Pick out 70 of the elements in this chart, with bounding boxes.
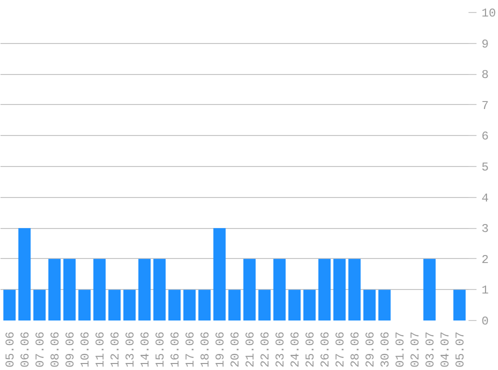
bar xyxy=(258,290,271,320)
x-tick-label: 29.06 xyxy=(364,331,378,368)
y-tick-label: 5 xyxy=(482,160,489,174)
bar xyxy=(138,258,151,320)
x-tick-label: 26.06 xyxy=(318,331,332,368)
x-tick-label: 09.06 xyxy=(64,331,78,368)
bar xyxy=(33,290,46,320)
x-tick-label: 23.06 xyxy=(274,331,288,368)
y-tick-label: 6 xyxy=(482,130,489,144)
bar xyxy=(363,290,376,320)
bar xyxy=(378,290,391,320)
x-tick-label: 08.06 xyxy=(48,331,62,368)
x-tick-label: 27.06 xyxy=(334,331,348,368)
x-tick-label: 24.06 xyxy=(288,331,302,368)
bar xyxy=(48,258,61,320)
x-tick-label: 11.06 xyxy=(94,331,108,368)
y-tick-label: 7 xyxy=(482,98,489,113)
x-tick-label: 12.06 xyxy=(108,331,122,368)
x-tick-label: 22.06 xyxy=(258,331,272,368)
x-tick-label: 17.06 xyxy=(184,331,198,368)
bar xyxy=(423,258,436,320)
bar xyxy=(318,258,331,320)
x-tick-label: 05.06 xyxy=(4,331,18,368)
x-tick-label: 15.06 xyxy=(154,331,168,368)
bar xyxy=(243,258,256,320)
bar xyxy=(3,290,16,320)
bar xyxy=(18,228,31,320)
bar xyxy=(63,258,76,320)
y-tick-label: 10 xyxy=(482,6,496,20)
x-tick-label: 01.07 xyxy=(394,331,408,368)
bar xyxy=(123,290,136,320)
x-tick-label: 10.06 xyxy=(78,331,92,368)
y-tick-label: 4 xyxy=(482,191,489,206)
x-tick-label: 03.07 xyxy=(424,331,438,368)
bar xyxy=(153,258,166,320)
bar xyxy=(78,290,91,320)
y-tick-label: 8 xyxy=(482,68,489,82)
bar xyxy=(303,290,316,320)
x-tick-label: 18.06 xyxy=(198,331,212,368)
x-tick-label: 30.06 xyxy=(378,331,392,368)
x-tick-label: 04.07 xyxy=(438,331,452,368)
bar xyxy=(213,228,226,320)
bar xyxy=(288,290,301,320)
x-tick-label: 06.06 xyxy=(18,331,32,368)
x-tick-label: 25.06 xyxy=(304,331,318,368)
x-tick-label: 19.06 xyxy=(214,331,228,368)
bar xyxy=(198,290,211,320)
x-tick-label: 20.06 xyxy=(228,331,242,368)
x-tick-label: 28.06 xyxy=(348,331,362,368)
bar xyxy=(228,290,241,320)
x-tick-label: 07.06 xyxy=(34,331,48,368)
y-tick-label: 9 xyxy=(482,37,489,52)
bar xyxy=(108,290,121,320)
bar xyxy=(183,290,196,320)
bar xyxy=(333,258,346,320)
y-tick-label: 1 xyxy=(482,284,489,298)
x-tick-label: 16.06 xyxy=(168,331,182,368)
x-tick-label: 02.07 xyxy=(408,331,422,368)
bar xyxy=(168,290,181,320)
bar xyxy=(273,258,286,320)
x-tick-label: 05.07 xyxy=(454,331,468,368)
y-tick-label: 2 xyxy=(482,252,489,267)
bar xyxy=(453,290,466,320)
x-tick-label: 14.06 xyxy=(138,331,152,368)
y-tick-label: 0 xyxy=(482,314,489,328)
bar xyxy=(93,258,106,320)
x-tick-label: 21.06 xyxy=(244,331,258,368)
y-tick-label: 3 xyxy=(482,222,489,236)
bar xyxy=(348,258,361,320)
x-tick-label: 13.06 xyxy=(124,331,138,368)
